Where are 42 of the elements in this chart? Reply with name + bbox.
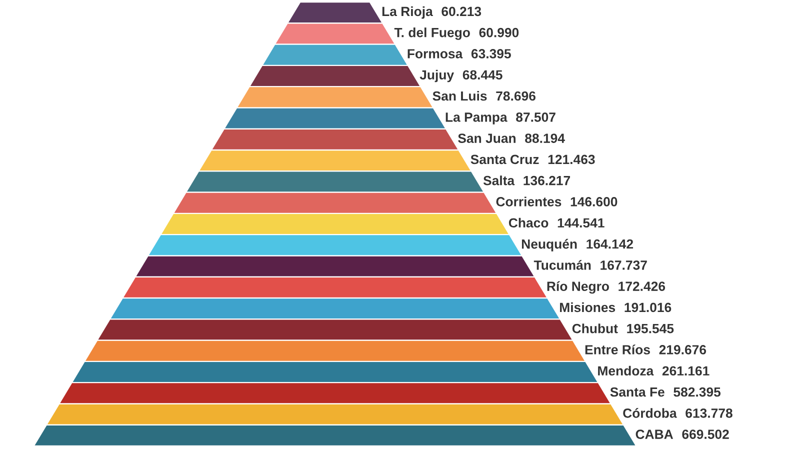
category-label: Neuquén: [522, 238, 577, 252]
data-label: 219.676: [659, 345, 706, 354]
data-label: 68.445: [462, 70, 502, 80]
data-label: 669.502: [682, 430, 729, 439]
category-label: San Luis: [432, 90, 487, 101]
data-label: 195.545: [627, 324, 674, 334]
category-label: Formosa: [408, 49, 463, 58]
category-label: Chubut: [572, 324, 618, 334]
data-label: 613.778: [686, 408, 732, 418]
data-label: 60.990: [479, 28, 519, 38]
category-label: Entre Ríos: [585, 344, 650, 354]
data-label: 87.507: [516, 112, 556, 122]
category-label: CABA: [636, 430, 674, 439]
category-label: La Pampa: [446, 112, 508, 124]
category-label: Santa Fe: [610, 387, 664, 397]
data-label: 63.395: [471, 49, 511, 58]
category-label: Santa Cruz: [470, 154, 539, 164]
category-label: Chaco: [508, 218, 548, 228]
category-label: Corrientes: [496, 196, 562, 206]
data-label: 136.217: [524, 176, 570, 186]
category-label: San Juan: [458, 134, 516, 143]
category-label: La Rioja: [382, 6, 433, 19]
category-label: Misiones: [560, 302, 616, 312]
data-label: 261.161: [662, 366, 710, 376]
category-label: Río Negro: [547, 281, 609, 294]
category-label: Córdoba: [623, 408, 677, 418]
category-label: Mendoza: [598, 366, 654, 376]
data-label: 172.426: [618, 282, 666, 291]
data-label: 144.541: [558, 218, 604, 228]
data-label: 121.463: [548, 154, 595, 164]
data-label: 582.395: [674, 387, 721, 397]
data-label: 146.600: [570, 197, 618, 206]
category-label: Tucumán: [534, 260, 591, 270]
data-label: 60.213: [442, 6, 482, 16]
data-label: 167.737: [600, 260, 647, 270]
category-label: T. del Fuego: [394, 28, 470, 40]
data-label: 78.696: [496, 91, 536, 101]
data-label: 88.194: [525, 134, 565, 143]
data-label: 164.142: [586, 239, 634, 249]
category-label: Salta: [483, 176, 515, 186]
category-label: Jujuy: [420, 70, 454, 82]
data-label: 191.016: [624, 302, 672, 312]
